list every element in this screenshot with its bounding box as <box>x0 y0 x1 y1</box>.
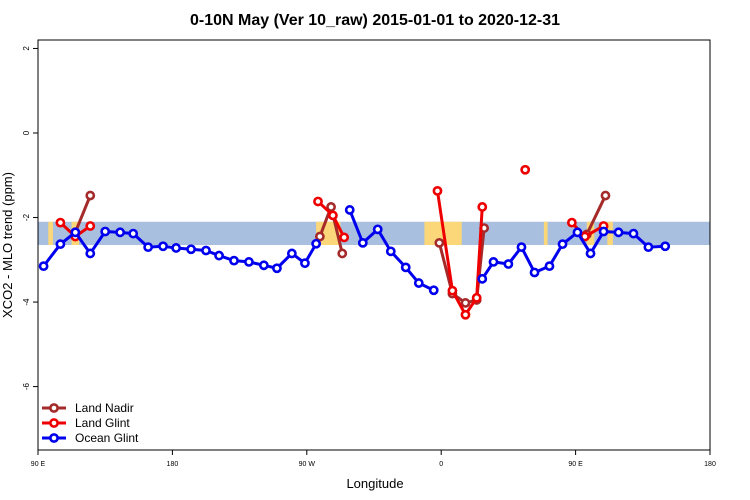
y-tick-label-0: 2 <box>22 46 31 51</box>
land-glint-point-2-2 <box>460 309 471 320</box>
ocean-glint-point-2-10 <box>613 227 624 238</box>
ocean-glint-point-0-9 <box>171 243 182 253</box>
ocean-glint-point-2-6 <box>557 239 568 250</box>
ocean-glint-point-1-2 <box>372 224 383 235</box>
legend-swatch-marker <box>49 433 59 443</box>
ocean-glint-point-2-9 <box>598 226 609 237</box>
series-layer <box>38 164 671 320</box>
x-tick-label-5: 180 <box>704 461 716 468</box>
land-nadir-point-2-0 <box>434 237 445 248</box>
y-tick-label-4: -6 <box>22 382 31 390</box>
ocean-glint-point-0-0 <box>38 261 49 272</box>
ocean-glint-point-2-5 <box>544 261 555 272</box>
ocean-glint-point-0-10 <box>186 244 196 255</box>
legend-label-ocean-glint: Ocean Glint <box>75 431 139 445</box>
ocean-glint-point-1-5 <box>413 278 424 288</box>
legend-label-land-glint: Land Glint <box>75 416 130 430</box>
ocean-glint-point-2-13 <box>660 241 671 252</box>
land-nadir-line-0 <box>73 194 92 233</box>
x-tick-label-1: 180 <box>167 461 179 468</box>
ocean-glint-point-2-1 <box>488 257 499 267</box>
chart-title: 0-10N May (Ver 10_raw) 2015-01-01 to 202… <box>190 12 560 29</box>
ocean-glint-point-0-11 <box>201 245 211 256</box>
ocean-glint-point-0-3 <box>85 248 96 259</box>
land-strip-0 <box>48 221 53 245</box>
x-tick-label-2: 90 W <box>299 461 316 468</box>
x-tick-label-4: 90 E <box>568 461 583 468</box>
land-glint-point-1-1 <box>328 210 338 221</box>
ticks-layer: 90 E 180 90 W 0 90 E 180 2 0 -2 -4 -6 <box>22 46 716 468</box>
ocean-glint-point-1-0 <box>344 205 355 215</box>
ocean-glint-point-0-4 <box>100 226 111 237</box>
y-tick-label-2: -2 <box>22 213 31 221</box>
x-tick-label-0: 90 E <box>31 461 46 468</box>
ocean-glint-point-1-6 <box>428 285 439 296</box>
ocean-glint-point-0-15 <box>258 260 269 271</box>
ocean-glint-point-0-18 <box>300 258 310 269</box>
series-land-glint <box>55 164 609 320</box>
land-glint-point-1-2 <box>339 232 350 243</box>
y-tick-label-3: -4 <box>22 298 31 306</box>
ocean-glint-point-0-5 <box>115 227 126 238</box>
series-ocean-glint <box>38 205 671 296</box>
ocean-glint-point-1-4 <box>400 262 411 273</box>
plot-frame <box>37 39 711 451</box>
ocean-glint-point-2-4 <box>529 267 540 278</box>
y-axis-label: XCO2 - MLO trend (ppm) <box>0 172 15 318</box>
ocean-glint-point-0-1 <box>55 239 66 250</box>
ocean-glint-point-0-8 <box>158 241 168 252</box>
land-nadir-point-2-2 <box>460 298 471 308</box>
land-nadir-point-1-2 <box>337 248 348 259</box>
land-strip-4 <box>543 221 548 245</box>
ocean-glint-point-0-14 <box>244 257 254 267</box>
land-glint-point-1-0 <box>313 196 323 207</box>
ocean-glint-point-1-3 <box>385 246 396 257</box>
land-glint-point-2-3 <box>471 292 482 303</box>
ocean-glint-point-2-0 <box>477 273 488 284</box>
x-tick-label-3: 0 <box>439 461 443 468</box>
ocean-glint-point-0-7 <box>143 242 154 253</box>
land-glint-point-0-0 <box>55 217 66 228</box>
ocean-glint-point-2-11 <box>628 228 639 239</box>
legend-swatch-marker <box>49 403 59 413</box>
land-nadir-point-1-0 <box>314 231 325 242</box>
ocean-glint-point-2-2 <box>503 259 514 269</box>
legend-label-land-nadir: Land Nadir <box>75 401 134 415</box>
legend-item-land-glint: Land Glint <box>42 416 130 430</box>
ocean-glint-point-1-1 <box>357 237 368 248</box>
ocean-glint-point-2-8 <box>585 248 596 259</box>
legend-item-ocean-glint: Ocean Glint <box>42 431 139 445</box>
land-glint-point-2-1 <box>447 285 458 296</box>
land-glint-point-0-2 <box>85 221 96 231</box>
ocean-glint-point-0-19 <box>311 238 322 249</box>
ocean-glint-point-2-12 <box>643 242 654 253</box>
land-nadir-line-3 <box>585 194 607 236</box>
land-glint-point-3-0 <box>520 164 531 175</box>
ocean-glint-point-2-3 <box>516 242 527 253</box>
land-nadir-point-1-1 <box>326 202 336 212</box>
land-glint-point-2-4 <box>477 202 488 212</box>
land-glint-point-2-0 <box>432 185 443 196</box>
y-tick-label-1: 0 <box>22 130 31 135</box>
land-nadir-point-0-1 <box>85 190 96 201</box>
ocean-glint-point-0-2 <box>70 227 81 238</box>
ocean-glint-point-2-7 <box>572 227 583 238</box>
ocean-glint-point-0-6 <box>128 228 139 239</box>
ocean-glint-point-0-12 <box>214 250 224 261</box>
ocean-glint-point-0-17 <box>286 248 297 259</box>
ocean-glint-point-0-16 <box>272 263 282 274</box>
land-strip-6 <box>607 221 613 245</box>
land-glint-point-4-0 <box>566 217 577 228</box>
x-axis-label: Longitude <box>346 476 403 491</box>
land-nadir-point-3-1 <box>600 190 611 201</box>
legend-swatch-marker <box>49 418 59 428</box>
ocean-glint-point-0-13 <box>229 255 239 266</box>
legend-item-land-nadir: Land Nadir <box>42 401 134 415</box>
